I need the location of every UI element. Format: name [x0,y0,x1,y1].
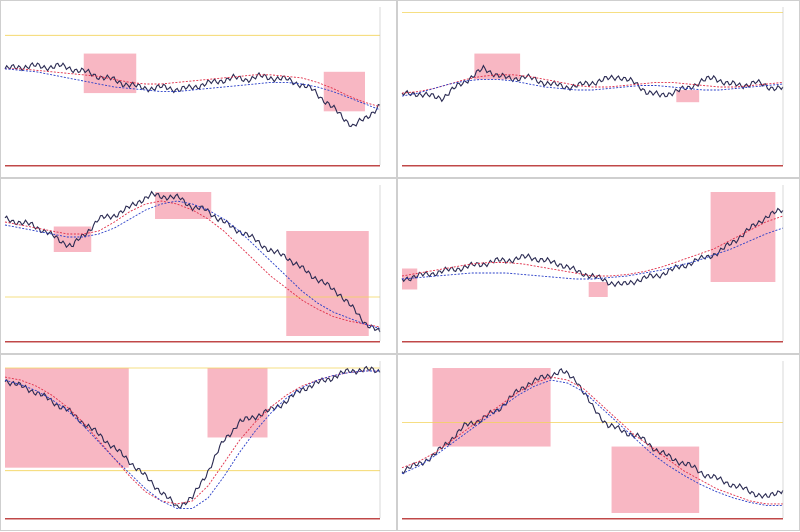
time-strip [402,341,783,343]
zone-rect-2 [676,90,700,103]
price-line [4,190,381,333]
time-strip [5,341,380,343]
price-line [401,367,784,499]
zone-rect-1 [432,368,551,447]
ma-blue-line [4,200,381,329]
chart-svg-3 [4,185,381,343]
chart-panel-5 [0,354,397,531]
time-strip [402,518,783,520]
price-line [4,365,381,509]
ma-blue-line [4,68,381,111]
ma-red-line [4,200,381,328]
chart-panel-2 [397,0,800,178]
ma-blue-line [401,379,783,506]
ma-red-line [401,376,783,505]
zone-rect-1 [402,268,418,290]
zone-rect-1 [5,368,129,468]
zone-rect-2 [323,71,365,112]
zone-rect-1 [83,53,137,94]
time-strip [5,165,380,167]
zone-rect-2 [611,446,700,513]
price-line [4,61,381,128]
chart-svg-1 [4,7,381,167]
chart-panel-3 [0,178,397,354]
ma-red-line [401,215,784,277]
zone-rect-1 [53,226,92,252]
chart-svg-2 [401,7,784,167]
time-strip [402,165,783,167]
ma-blue-line [401,78,784,97]
chart-panel-4 [397,178,800,354]
ma-red-line [4,370,380,505]
chart-svg-4 [401,185,784,343]
zone-rect-2 [588,282,608,297]
price-line [401,207,784,288]
chart-panel-6 [397,354,800,531]
zone-rect-3 [286,231,369,336]
ma-red-line [401,74,784,94]
time-strip [5,518,380,520]
chart-panel-1 [0,0,397,178]
zone-rect-1 [474,53,521,80]
chart-svg-5 [4,361,381,520]
price-line [401,64,784,103]
ma-blue-line [401,227,784,280]
chart-svg-6 [401,361,784,520]
